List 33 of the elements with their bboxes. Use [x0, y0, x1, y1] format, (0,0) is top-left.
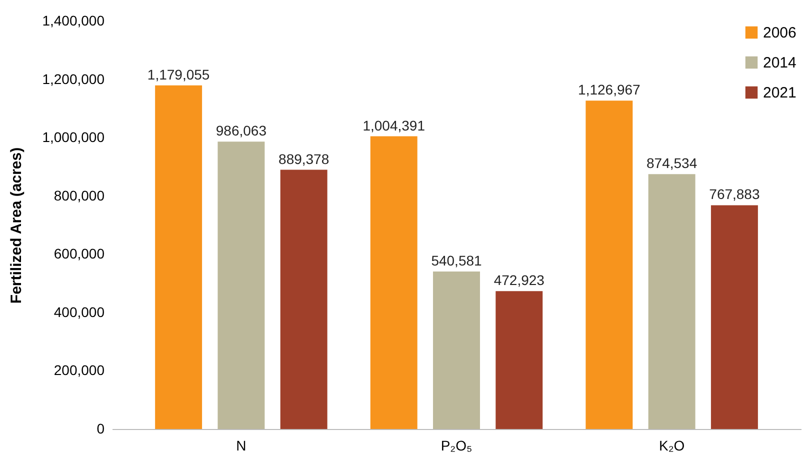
data-label: 540,581	[431, 252, 482, 268]
bar	[280, 170, 328, 429]
bar	[648, 174, 696, 429]
data-label: 1,126,967	[578, 82, 641, 98]
data-label: 986,063	[216, 122, 267, 139]
y-tick-label: 200,000	[54, 362, 105, 378]
bar	[370, 136, 418, 429]
x-tick-label: K₂O	[658, 438, 685, 454]
data-label: 767,883	[709, 186, 760, 202]
legend-label: 2014	[763, 54, 796, 72]
data-label: 889,378	[278, 150, 330, 167]
data-label: 1,179,055	[147, 66, 210, 82]
y-axis-title: Fertilized Area (acres)	[8, 147, 26, 304]
bar	[218, 142, 265, 429]
bar	[155, 85, 202, 429]
bar	[586, 100, 633, 429]
y-tick-label: 400,000	[54, 304, 105, 320]
y-tick-label: 1,400,000	[42, 12, 105, 28]
legend-label: 2006	[763, 24, 796, 42]
x-tick-label: N	[236, 438, 246, 454]
bar	[496, 291, 543, 429]
legend-label: 2021	[763, 84, 796, 102]
data-label: 1,004,391	[362, 117, 426, 134]
x-tick-label: P₂O₅	[440, 438, 472, 454]
bar	[433, 271, 480, 429]
y-tick-label: 1,200,000	[42, 70, 105, 87]
data-label: 472,923	[494, 272, 545, 288]
y-tick-label: 600,000	[54, 246, 105, 262]
y-tick-label: 0	[96, 420, 105, 436]
bar	[710, 205, 758, 429]
y-tick-label: 800,000	[54, 187, 105, 204]
data-label: 874,534	[646, 155, 698, 172]
y-tick-label: 1,000,000	[42, 129, 105, 146]
